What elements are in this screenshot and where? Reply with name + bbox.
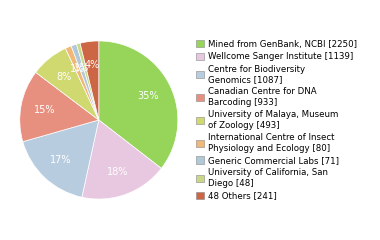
Text: 1%: 1% <box>74 62 89 72</box>
Wedge shape <box>71 44 99 120</box>
Text: 17%: 17% <box>50 155 72 165</box>
Text: 15%: 15% <box>34 105 55 115</box>
Text: 4%: 4% <box>85 60 100 70</box>
Wedge shape <box>36 48 99 120</box>
Text: 8%: 8% <box>56 72 71 82</box>
Wedge shape <box>80 41 99 120</box>
Wedge shape <box>65 46 99 120</box>
Wedge shape <box>82 120 162 199</box>
Wedge shape <box>20 72 99 142</box>
Wedge shape <box>23 120 99 197</box>
Wedge shape <box>99 41 178 168</box>
Text: 18%: 18% <box>107 167 128 177</box>
Text: 35%: 35% <box>138 91 159 101</box>
Legend: Mined from GenBank, NCBI [2250], Wellcome Sanger Institute [1139], Centre for Bi: Mined from GenBank, NCBI [2250], Wellcom… <box>194 38 359 202</box>
Text: 1%: 1% <box>70 64 85 74</box>
Wedge shape <box>76 43 99 120</box>
